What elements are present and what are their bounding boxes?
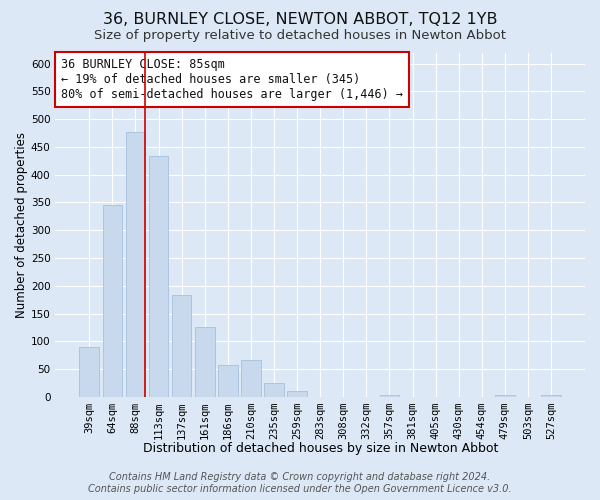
- Bar: [79, 347, 99, 397]
- Bar: [495, 395, 515, 397]
- Text: 36 BURNLEY CLOSE: 85sqm
← 19% of detached houses are smaller (345)
80% of semi-d: 36 BURNLEY CLOSE: 85sqm ← 19% of detache…: [61, 58, 403, 100]
- Bar: [287, 391, 307, 397]
- Bar: [541, 395, 561, 397]
- Bar: [218, 365, 238, 397]
- X-axis label: Distribution of detached houses by size in Newton Abbot: Distribution of detached houses by size …: [143, 442, 498, 455]
- Bar: [172, 295, 191, 397]
- Y-axis label: Number of detached properties: Number of detached properties: [15, 132, 28, 318]
- Bar: [241, 360, 261, 397]
- Bar: [125, 132, 145, 397]
- Bar: [149, 156, 169, 397]
- Bar: [103, 205, 122, 397]
- Text: Contains HM Land Registry data © Crown copyright and database right 2024.
Contai: Contains HM Land Registry data © Crown c…: [88, 472, 512, 494]
- Bar: [380, 395, 399, 397]
- Bar: [195, 328, 215, 397]
- Text: Size of property relative to detached houses in Newton Abbot: Size of property relative to detached ho…: [94, 29, 506, 42]
- Text: 36, BURNLEY CLOSE, NEWTON ABBOT, TQ12 1YB: 36, BURNLEY CLOSE, NEWTON ABBOT, TQ12 1Y…: [103, 12, 497, 28]
- Bar: [264, 383, 284, 397]
